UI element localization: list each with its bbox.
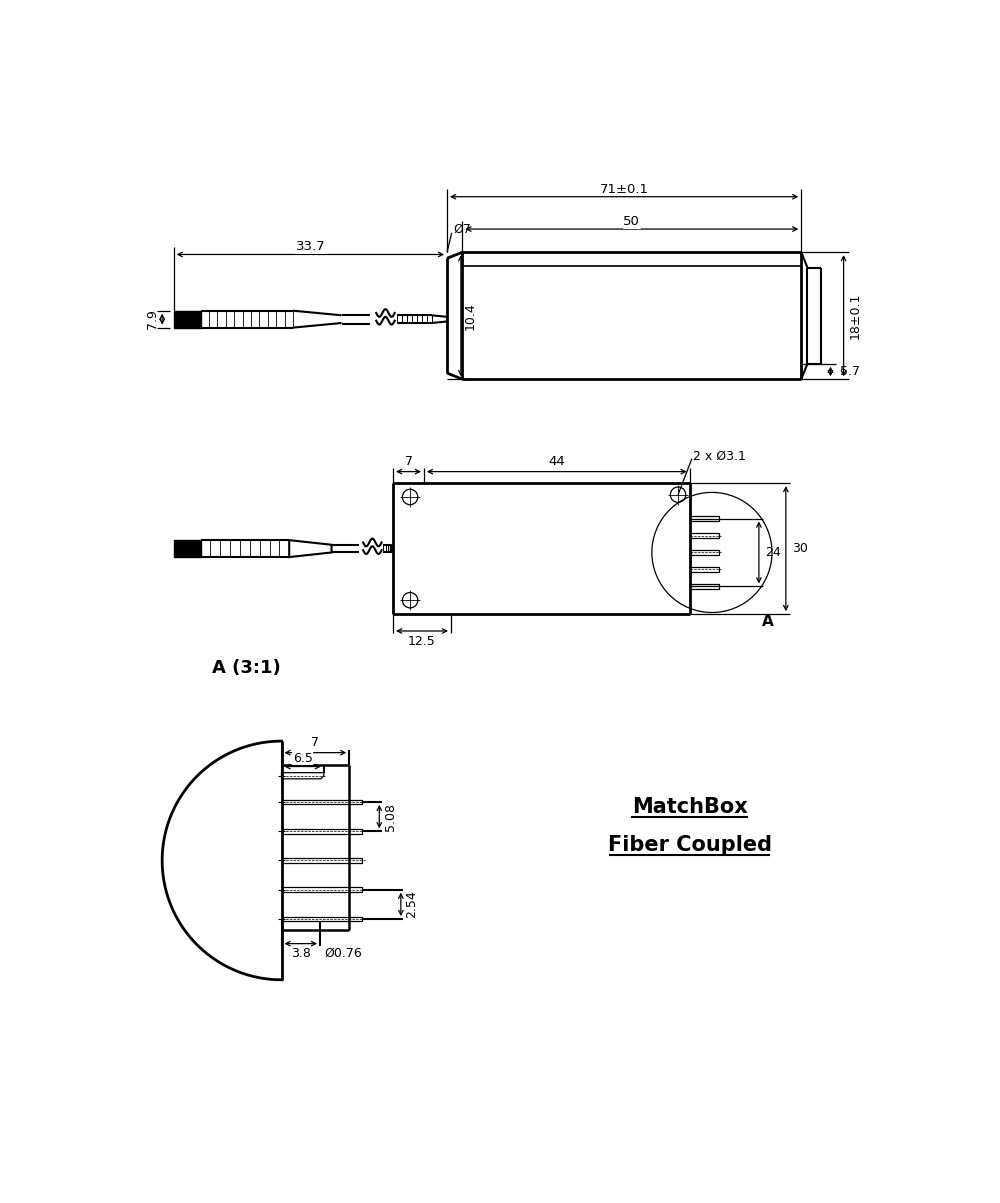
Text: 12.5: 12.5	[408, 634, 436, 647]
Text: 33.7: 33.7	[296, 241, 325, 254]
Text: 50: 50	[623, 215, 640, 227]
Text: 7: 7	[311, 736, 319, 749]
Text: A (3:1): A (3:1)	[212, 659, 281, 677]
Text: 7: 7	[405, 455, 413, 468]
Text: Ø7: Ø7	[453, 223, 471, 236]
Text: 10.4: 10.4	[464, 302, 477, 330]
Text: 30: 30	[792, 543, 808, 555]
Text: 7.9: 7.9	[146, 309, 159, 330]
Text: 5.08: 5.08	[384, 802, 397, 830]
Text: A: A	[762, 615, 774, 629]
Text: 3.8: 3.8	[291, 947, 311, 960]
Text: 71±0.1: 71±0.1	[600, 183, 649, 196]
Text: 2 x Ø3.1: 2 x Ø3.1	[693, 450, 746, 463]
Text: 44: 44	[548, 455, 565, 468]
Text: 6.5: 6.5	[293, 752, 313, 765]
Text: Fiber Coupled: Fiber Coupled	[608, 835, 772, 855]
Text: Ø0.76: Ø0.76	[324, 947, 362, 960]
Text: MatchBox: MatchBox	[632, 796, 747, 817]
Text: 2.54: 2.54	[405, 890, 418, 918]
Text: 24: 24	[765, 546, 781, 559]
Text: 18±0.1: 18±0.1	[848, 292, 861, 339]
Text: 5.7: 5.7	[840, 365, 860, 378]
